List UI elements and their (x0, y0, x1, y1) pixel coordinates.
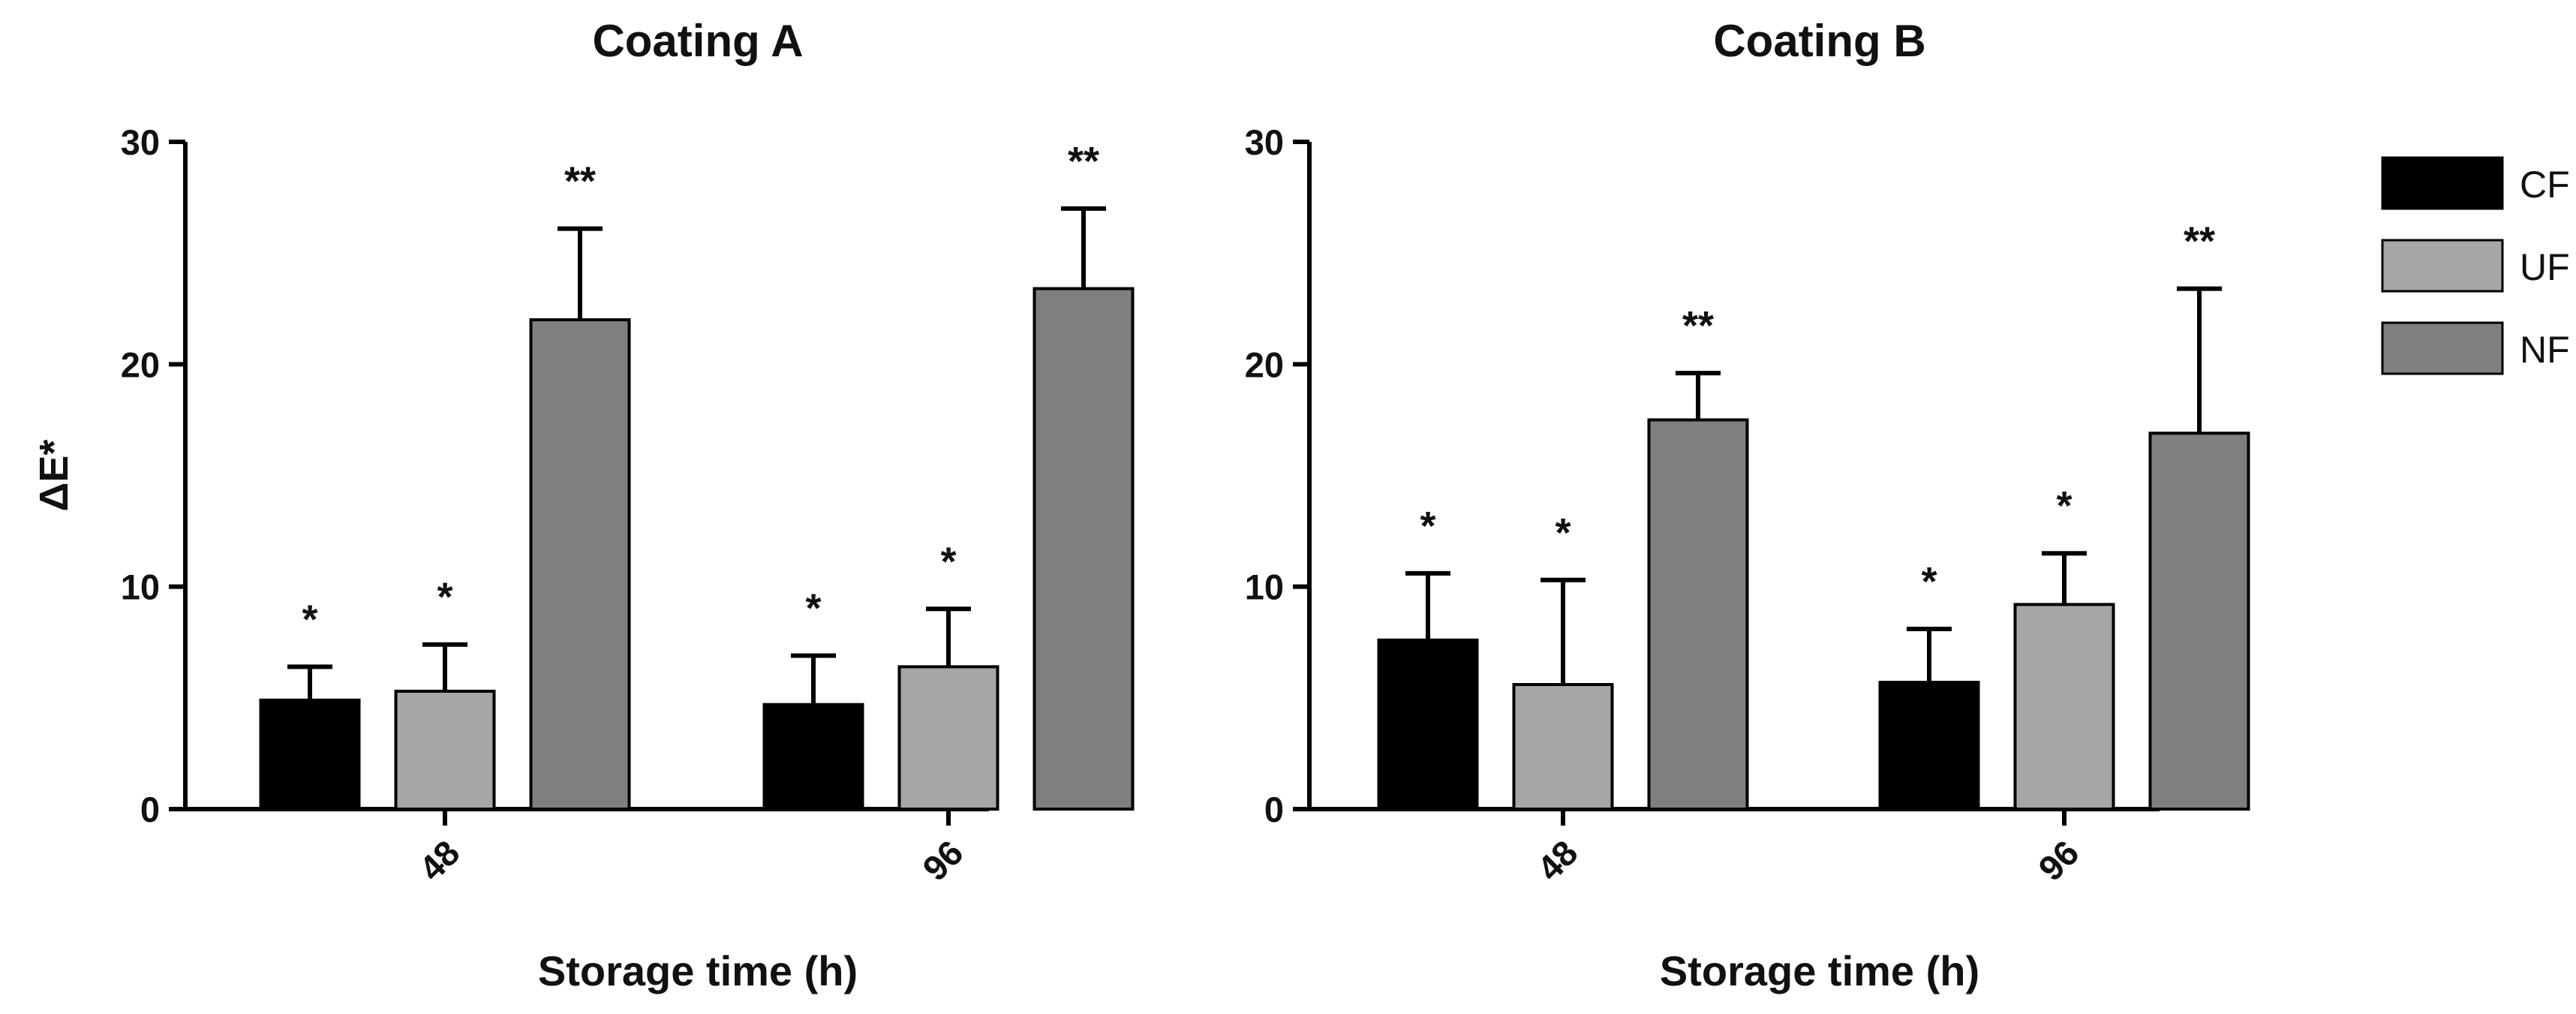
significance-label: * (437, 575, 452, 620)
significance-label: * (2056, 483, 2072, 528)
significance-label: * (1921, 559, 1937, 604)
bar-uf (2013, 603, 2115, 811)
bar-cf (1377, 638, 1479, 811)
bar-cf (762, 703, 864, 811)
significance-label: * (1555, 510, 1571, 555)
legend: CF UF NF (2381, 156, 2570, 375)
y-tick-label: 30 (121, 122, 160, 162)
x-axis-label: Storage time (h) (1660, 947, 1979, 994)
significance-label: * (302, 597, 317, 642)
bar-uf (394, 689, 496, 811)
x-tick-label: 96 (2030, 832, 2086, 888)
bar-uf (897, 665, 999, 811)
legend-swatch-cf (2381, 156, 2504, 210)
bar-cf (1878, 681, 1980, 811)
significance-label: ** (1068, 139, 1099, 184)
significance-label: ** (1682, 303, 1714, 348)
y-tick-label: 0 (140, 790, 160, 829)
chart-title: Coating B (1713, 16, 1925, 66)
bar-cf (259, 698, 361, 811)
chart-title: Coating A (592, 16, 803, 66)
significance-label: * (1420, 504, 1435, 549)
significance-label: * (805, 586, 821, 631)
bar-nf (1647, 418, 1749, 811)
y-tick-label: 20 (121, 345, 160, 384)
x-axis-label: Storage time (h) (538, 947, 858, 994)
y-tick-label: 0 (1264, 790, 1284, 829)
bar-uf (1512, 683, 1614, 811)
bar-nf (529, 318, 631, 811)
y-tick-label: 30 (1245, 122, 1284, 162)
y-tick-label: 20 (1245, 345, 1284, 384)
bar-nf (1033, 287, 1135, 811)
x-tick-label: 96 (915, 832, 970, 888)
y-axis-label: ΔE* (32, 440, 77, 512)
significance-label: ** (564, 159, 596, 204)
bar-nf (2148, 432, 2250, 811)
legend-label-cf: CF (2520, 164, 2570, 206)
y-tick-label: 10 (1245, 567, 1284, 607)
x-tick-label: 48 (411, 832, 467, 888)
legend-swatch-nf (2381, 321, 2504, 375)
legend-label-uf: UF (2520, 246, 2570, 288)
y-tick-label: 10 (121, 567, 160, 607)
x-tick-label: 48 (1529, 832, 1585, 888)
significance-label: * (940, 539, 956, 584)
significance-label: ** (2184, 219, 2215, 264)
legend-label-nf: NF (2520, 329, 2570, 371)
legend-swatch-uf (2381, 239, 2504, 293)
